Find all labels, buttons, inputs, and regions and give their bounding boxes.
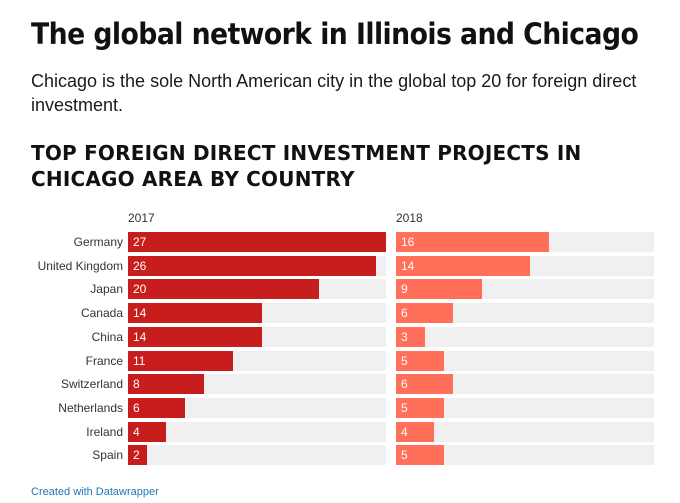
bar-track: 6: [128, 398, 386, 418]
page-description: Chicago is the sole North American city …: [31, 71, 637, 115]
bar-track: 4: [396, 422, 654, 442]
category-label: Germany: [73, 235, 123, 249]
bar-track: 6: [396, 303, 654, 323]
bar-track: 5: [396, 398, 654, 418]
bar-track: 5: [396, 445, 654, 465]
category-label: Ireland: [86, 425, 123, 439]
category-label: Canada: [80, 306, 123, 320]
bar-2018-spain: 5: [396, 445, 444, 465]
category-label: Netherlands: [58, 401, 123, 415]
bar-value-label: 6: [133, 401, 140, 415]
bar-2017-netherlands: 6: [128, 398, 186, 418]
bar-2017-japan: 20: [128, 279, 320, 299]
bar-value-label: 3: [401, 330, 408, 344]
bar-value-label: 26: [133, 259, 147, 273]
bar-value-label: 11: [133, 354, 146, 368]
bar-2018-canada: 6: [396, 303, 454, 323]
bar-value-label: 27: [133, 235, 147, 249]
bar-2017-spain: 2: [128, 445, 148, 465]
category-label: United Kingdom: [37, 259, 123, 273]
bar-value-label: 6: [401, 377, 408, 391]
bar-track: 14: [128, 303, 386, 323]
chart-title: TOP FOREIGN DIRECT INVESTMENT PROJECTS I…: [31, 141, 582, 191]
bar-value-label: 8: [133, 377, 140, 391]
bar-track: 3: [396, 327, 654, 347]
bar-track: 26: [128, 256, 386, 276]
bar-track: 14: [128, 327, 386, 347]
bar-2018-japan: 9: [396, 279, 482, 299]
bar-2018-united-kingdom: 14: [396, 256, 530, 276]
bar-value-label: 5: [401, 448, 408, 462]
bar-value-label: 5: [401, 354, 408, 368]
bar-value-label: 16: [401, 235, 415, 249]
bar-2017-canada: 14: [128, 303, 262, 323]
bar-track: 2: [128, 445, 386, 465]
category-label: Switzerland: [60, 377, 123, 391]
bar-track: 6: [396, 374, 654, 394]
bar-value-label: 2: [133, 448, 140, 462]
bar-2017-china: 14: [128, 327, 262, 347]
bar-value-label: 6: [401, 306, 408, 320]
bar-2017-switzerland: 8: [128, 374, 205, 394]
bar-2017-united-kingdom: 26: [128, 256, 377, 276]
datawrapper-credit-link[interactable]: Created with Datawrapper: [31, 486, 159, 498]
bar-track: 9: [396, 279, 654, 299]
bar-value-label: 14: [401, 259, 415, 273]
series-header-2017: 2017: [128, 211, 155, 225]
bar-value-label: 14: [133, 306, 147, 320]
category-label: Spain: [92, 448, 123, 462]
bar-track: 8: [128, 374, 386, 394]
bar-value-label: 4: [401, 425, 408, 439]
bar-value-label: 9: [401, 282, 408, 296]
bar-track: 27: [128, 232, 386, 252]
category-label: China: [91, 330, 123, 344]
bar-track: 14: [396, 256, 654, 276]
bar-value-label: 14: [133, 330, 147, 344]
bar-value-label: 5: [401, 401, 408, 415]
bar-2017-ireland: 4: [128, 422, 167, 442]
page-title: The global network in Illinois and Chica…: [31, 17, 639, 51]
bar-2018-china: 3: [396, 327, 425, 347]
bar-track: 11: [128, 351, 386, 371]
bar-track: 5: [396, 351, 654, 371]
bar-2018-germany: 16: [396, 232, 549, 252]
series-header-2018: 2018: [396, 211, 423, 225]
bar-2018-france: 5: [396, 351, 444, 371]
bar-track: 4: [128, 422, 386, 442]
bar-value-label: 20: [133, 282, 147, 296]
bar-2018-netherlands: 5: [396, 398, 444, 418]
category-label: Japan: [90, 282, 123, 296]
bar-2018-ireland: 4: [396, 422, 435, 442]
bar-2017-germany: 27: [128, 232, 386, 252]
bar-track: 20: [128, 279, 386, 299]
bar-2017-france: 11: [128, 351, 234, 371]
category-label: France: [85, 354, 123, 368]
bar-2018-switzerland: 6: [396, 374, 454, 394]
bar-track: 16: [396, 232, 654, 252]
bar-value-label: 4: [133, 425, 140, 439]
